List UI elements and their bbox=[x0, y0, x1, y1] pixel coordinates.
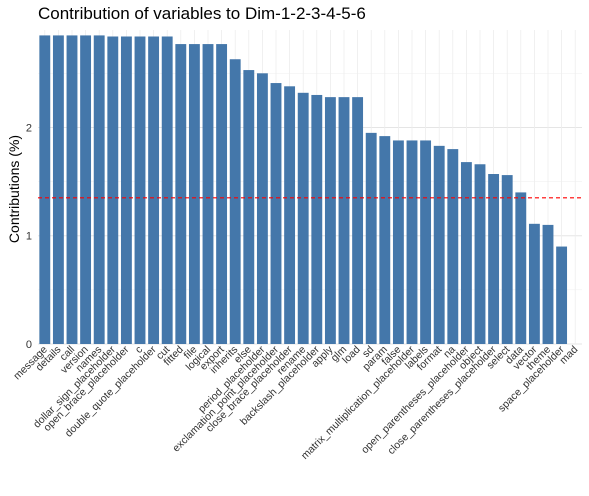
bar-apply bbox=[324, 97, 336, 344]
bar-na bbox=[447, 149, 459, 344]
bar-select bbox=[501, 175, 513, 344]
bar-false bbox=[392, 140, 404, 344]
bar-param bbox=[379, 136, 391, 344]
bar-call bbox=[66, 35, 78, 345]
bar-inherits bbox=[229, 59, 241, 344]
bar-close-brace-placeholder bbox=[284, 86, 296, 344]
y-tick-label: 0 bbox=[26, 339, 32, 351]
x-axis-ticks: messagedetailscallversionnamesdollar_sig… bbox=[11, 343, 580, 462]
y-axis-label: Contributions (%) bbox=[6, 135, 22, 243]
bar-names bbox=[93, 35, 105, 345]
bar-fitted bbox=[175, 44, 187, 344]
bar-vector bbox=[528, 223, 540, 344]
bar-backslash-placeholder bbox=[311, 94, 323, 344]
bar-format bbox=[433, 145, 445, 344]
bar-matrix-multiplication-placeholder bbox=[406, 140, 418, 344]
bar-version bbox=[80, 35, 92, 345]
y-tick-label: 2 bbox=[26, 122, 32, 134]
bar-labels bbox=[420, 140, 432, 344]
bar-details bbox=[52, 35, 64, 345]
grid bbox=[38, 30, 582, 345]
bar-c bbox=[134, 36, 146, 344]
bar-sd bbox=[365, 132, 377, 344]
bar-load bbox=[352, 97, 364, 344]
bar-export bbox=[216, 44, 228, 344]
bar-open-brace-placeholder bbox=[120, 36, 132, 344]
y-axis-ticks: 0 1 2 bbox=[26, 122, 32, 351]
bar-theme bbox=[542, 224, 554, 344]
bar-rename bbox=[297, 92, 309, 344]
bar-double-quote-placeholder bbox=[148, 36, 160, 344]
chart-title: Contribution of variables to Dim-1-2-3-4… bbox=[38, 4, 366, 23]
bar-exclamation-point-placeholder bbox=[270, 83, 282, 344]
bar-data bbox=[515, 192, 527, 344]
bar-close-parentheses-placeholder bbox=[488, 174, 500, 344]
bars bbox=[39, 35, 568, 345]
bar-period-placeholder bbox=[256, 73, 268, 344]
bar-file bbox=[188, 44, 200, 344]
bar-cut bbox=[161, 36, 173, 344]
bar-logical bbox=[202, 44, 214, 344]
bar-message bbox=[39, 35, 51, 345]
bar-object bbox=[474, 164, 486, 344]
y-tick-label: 1 bbox=[26, 231, 32, 243]
bar-glm bbox=[338, 97, 350, 344]
bar-open-parentheses-placeholder bbox=[460, 162, 472, 344]
bar-else bbox=[243, 70, 255, 344]
bar-space-placeholder bbox=[556, 246, 568, 344]
bar-dollar-sign-placeholder bbox=[107, 36, 119, 344]
